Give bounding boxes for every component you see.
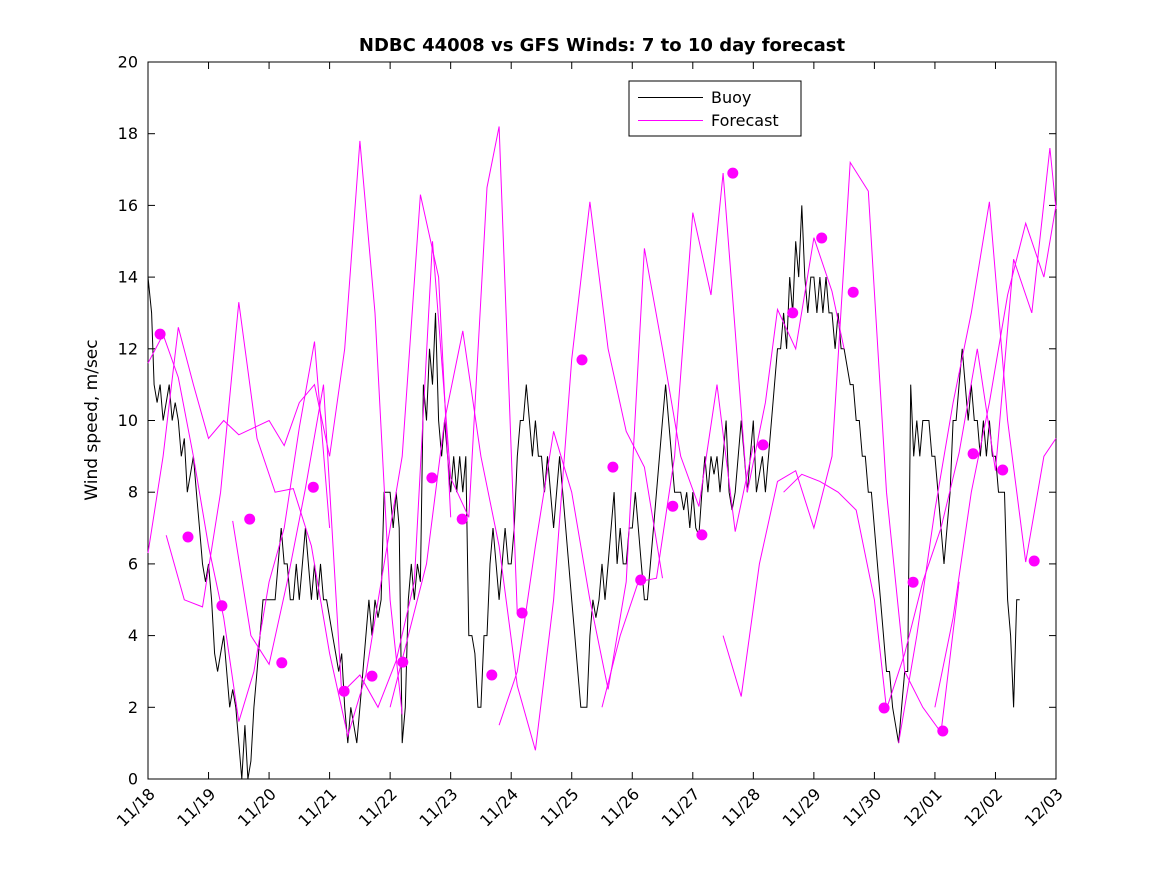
y-tick-label: 12 [118, 339, 138, 358]
forecast-marker [696, 529, 708, 541]
x-tick-label: 11/26 [597, 784, 643, 830]
plot-content: 0 2 4 6 8 10 12 14 16 18 20 11/18 11/19 11/20 11/21 11/… [113, 53, 1067, 831]
x-tick-label: 11/25 [537, 784, 583, 830]
legend: Buoy Forecast [628, 80, 802, 137]
x-tick-label: 11/24 [476, 784, 522, 830]
forecast-line [783, 147, 1057, 710]
forecast-marker [967, 448, 979, 460]
y-tick-label: 6 [128, 554, 138, 573]
x-tick-label: 12/02 [960, 784, 1006, 830]
legend-label-buoy: Buoy [711, 88, 751, 107]
forecast-marker [276, 657, 288, 669]
forecast-marker [1028, 555, 1040, 567]
plot-box [147, 61, 1057, 780]
forecast-marker [456, 513, 468, 525]
y-tick-label: 4 [128, 626, 138, 645]
buoy-line [147, 205, 1020, 780]
x-tick-label: 11/19 [173, 784, 219, 830]
forecast-marker [997, 464, 1009, 476]
x-tick-label: 11/27 [658, 784, 704, 830]
forecast-marker [847, 286, 859, 298]
x-tick-label: 11/18 [113, 784, 159, 830]
legend-box [628, 80, 802, 137]
forecast-marker [307, 481, 319, 493]
forecast-marker [727, 167, 739, 179]
x-tick-label: 11/21 [294, 784, 340, 830]
x-tick-label: 11/23 [415, 784, 461, 830]
forecast-marker [635, 574, 647, 586]
y-tick-label: 16 [118, 196, 138, 215]
y-tick-label: 20 [118, 53, 138, 72]
forecast-line [601, 173, 845, 708]
forecast-marker [937, 725, 949, 737]
forecast-line [147, 140, 403, 715]
forecast-marker [182, 531, 194, 543]
forecast-marker [607, 461, 619, 473]
x-tick-label: 12/01 [900, 784, 946, 830]
y-tick-label: 14 [118, 268, 138, 287]
forecast-marker [907, 576, 919, 588]
y-tick-label: 2 [128, 698, 138, 717]
x-tick-label: 11/28 [718, 784, 764, 830]
x-tick-label: 12/03 [1021, 784, 1067, 830]
x-tick-label: 11/29 [779, 784, 825, 830]
forecast-marker [576, 354, 588, 366]
forecast-marker [216, 600, 228, 612]
x-tick-label: 11/30 [839, 784, 885, 830]
y-tick-label: 0 [128, 770, 138, 789]
legend-label-forecast: Forecast [711, 111, 779, 130]
forecast-marker [816, 232, 828, 244]
y-axis-label: Wind speed, m/sec [82, 339, 102, 500]
forecast-line [722, 160, 960, 734]
forecast-marker [154, 328, 166, 340]
forecast-marker [787, 307, 799, 319]
forecast-line [232, 126, 518, 709]
forecast-line [898, 201, 1057, 744]
y-tick-label: 18 [118, 124, 138, 143]
forecast-marker [397, 656, 409, 668]
y-tick-label: 10 [118, 411, 138, 430]
x-tick-label: 11/20 [234, 784, 280, 830]
y-tick-label: 8 [128, 483, 138, 502]
forecast-marker [516, 607, 528, 619]
forecast-marker [244, 513, 256, 525]
chart-title: NDBC 44008 vs GFS Winds: 7 to 10 day for… [359, 35, 846, 56]
forecast-marker [878, 702, 890, 714]
forecast-marker [667, 500, 679, 512]
forecast-marker [757, 439, 769, 451]
x-tick-label: 11/22 [355, 784, 401, 830]
forecast-marker [366, 670, 378, 682]
forecast-marker [486, 669, 498, 681]
forecast-line [147, 333, 331, 722]
forecast-line [498, 248, 754, 726]
forecast-line [934, 205, 1057, 708]
forecast-line [165, 194, 452, 738]
forecast-line [389, 201, 663, 751]
forecast-marker [426, 472, 438, 484]
forecast-marker [338, 685, 350, 697]
